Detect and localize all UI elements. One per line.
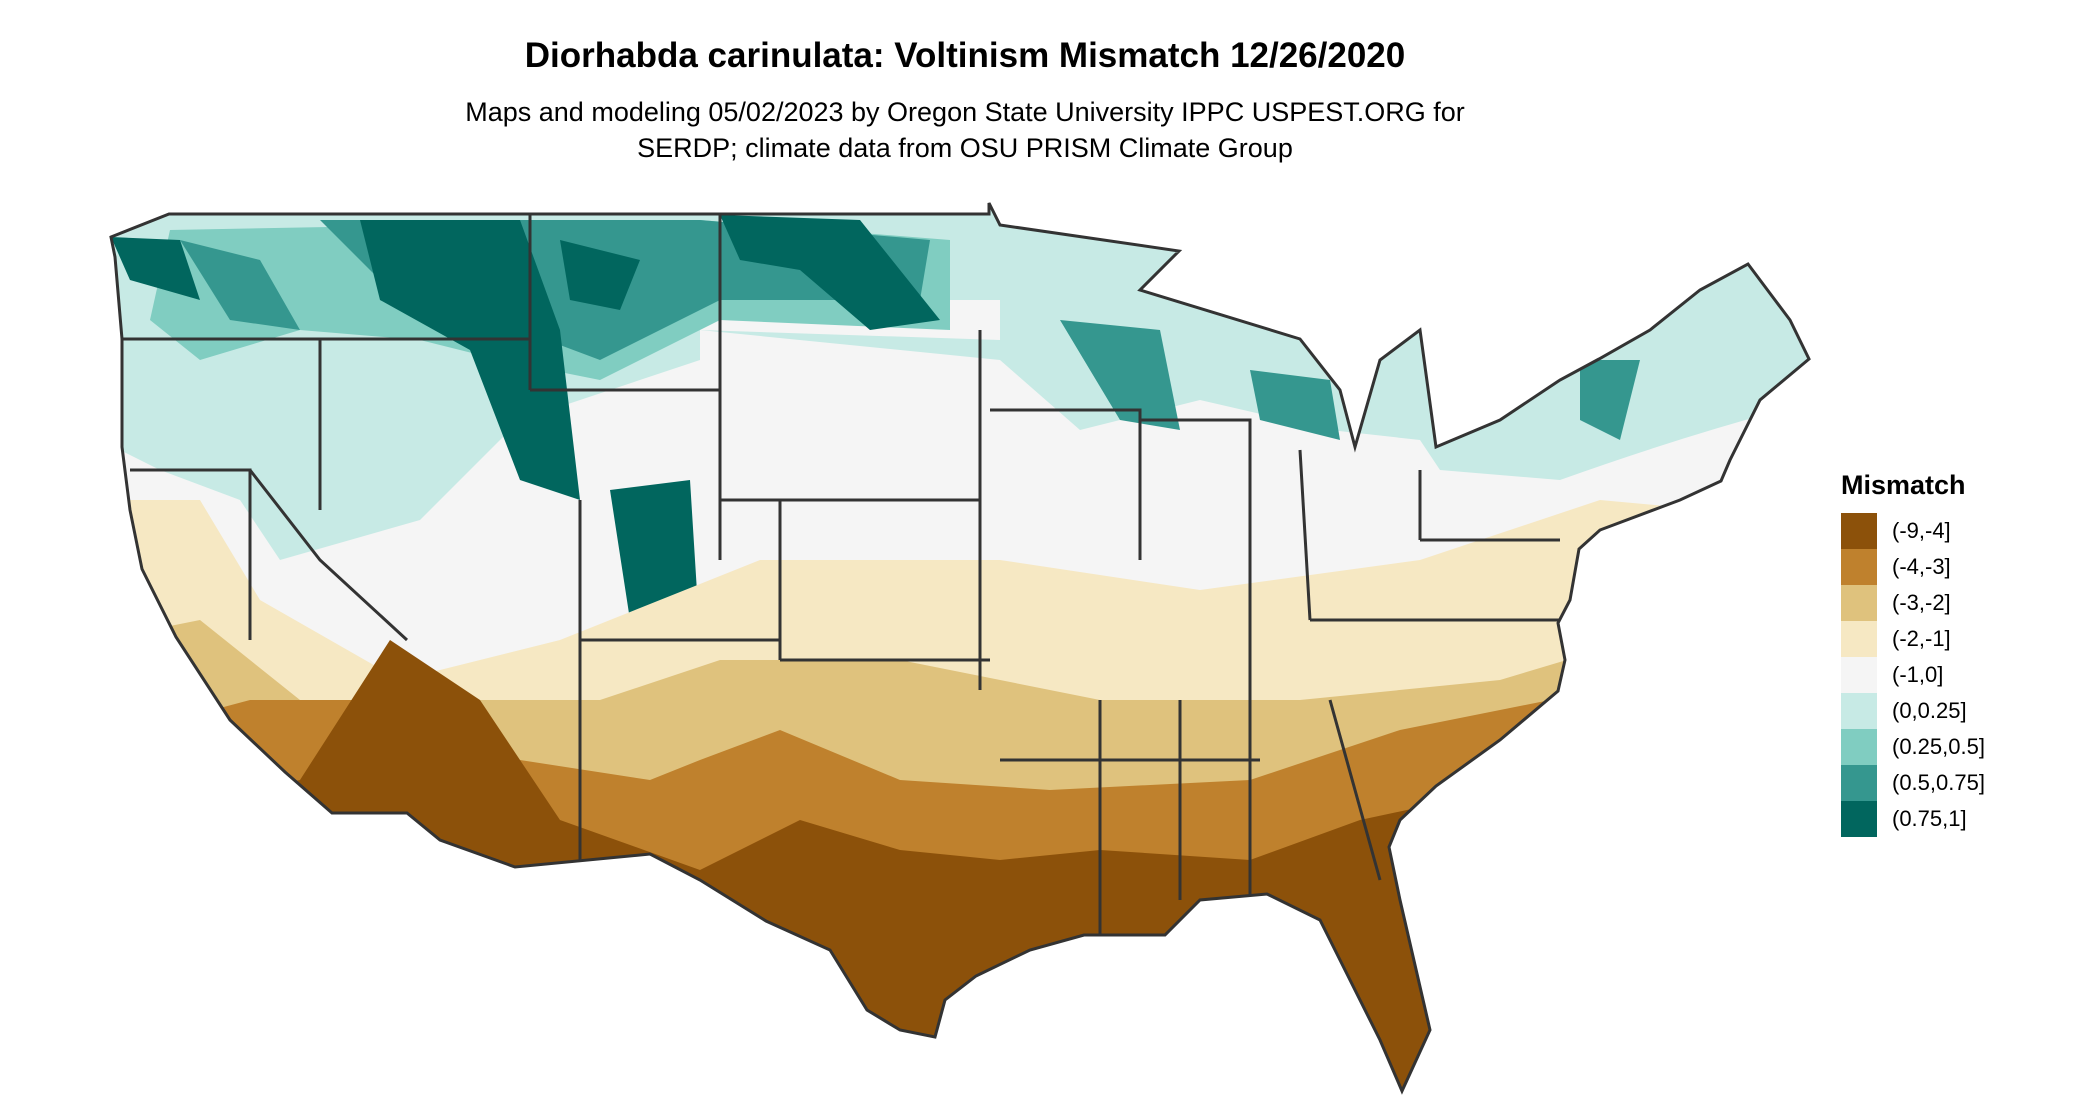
legend-label: (-9,-4] [1892,518,1951,543]
legend-items: (-9,-4] (-4,-3] (-3,-2] (-2,-1] (-1,0] (0,0.2… [1841,513,1985,837]
legend-swatch [1841,801,1877,837]
subtitle-line-2: SERDP; climate data from OSU PRISM Clima… [637,133,1293,163]
legend-item: (-9,-4] [1841,513,1985,549]
legend-label: (-4,-3] [1892,554,1951,579]
legend-swatch [1841,621,1877,657]
zone-05-075 [180,220,1640,440]
legend-swatch [1841,657,1877,693]
legend-label: (0,0.25] [1892,698,1967,723]
legend-label: (0.25,0.5] [1892,734,1985,759]
legend: Mismatch (-9,-4] (-4,-3] (-3,-2] (-2,-1] (-1… [1841,470,1985,837]
legend-item: (0,0.25] [1841,693,1985,729]
state-borders [122,214,1560,935]
map-subtitle: Maps and modeling 05/02/2023 by Oregon S… [0,94,1930,166]
legend-swatch [1841,693,1877,729]
legend-item: (-2,-1] [1841,621,1985,657]
legend-label: (-2,-1] [1892,626,1951,651]
legend-label: (0.5,0.75] [1892,770,1985,795]
legend-label: (-3,-2] [1892,590,1951,615]
legend-item: (0.5,0.75] [1841,765,1985,801]
legend-swatch [1841,513,1877,549]
legend-swatch [1841,549,1877,585]
legend-label: (-1,0] [1892,662,1944,687]
legend-swatch [1841,729,1877,765]
map-title: Diorhabda carinulata: Voltinism Mismatch… [524,36,1406,75]
legend-title: Mismatch [1841,470,1966,500]
legend-item: (0.75,1] [1841,801,1985,837]
legend-item: (-1,0] [1841,657,1985,693]
legend-item: (-4,-3] [1841,549,1985,585]
legend-swatch [1841,585,1877,621]
legend-item: (-3,-2] [1841,585,1985,621]
zone-075-1 [111,215,940,640]
subtitle-line-1: Maps and modeling 05/02/2023 by Oregon S… [465,97,1465,127]
legend-swatch [1841,765,1877,801]
legend-item: (0.25,0.5] [1841,729,1985,765]
legend-label: (0.75,1] [1892,806,1967,831]
